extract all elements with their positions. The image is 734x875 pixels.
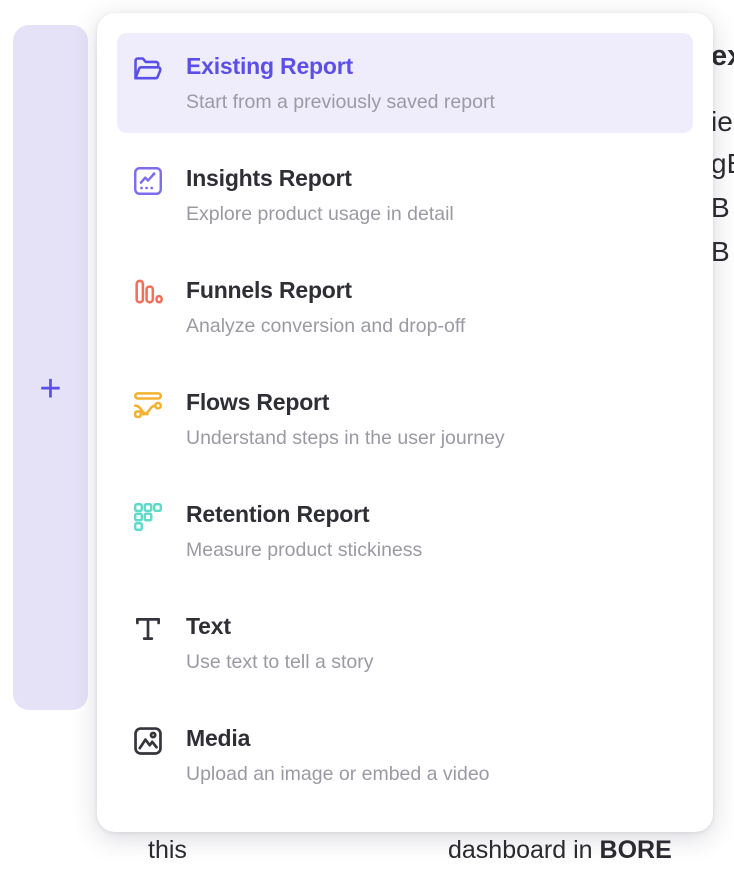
menu-item-label: Existing Report [186,53,353,79]
background-fragment: B [711,192,730,223]
menu-item-label: Retention Report [186,501,370,527]
insights-chart-icon [131,164,165,198]
media-image-icon [131,724,165,758]
menu-item-description: Measure product stickiness [186,539,423,561]
plus-icon: + [39,368,62,410]
board-rail: + [13,25,88,710]
menu-item-text: Flows Report Understand steps in the use… [186,387,677,451]
text-tool-icon [131,612,165,646]
background-fragment: dashboard in BORE [448,836,672,864]
menu-item-text: Insights Report Explore product usage in… [186,163,677,227]
add-content-button[interactable]: + [13,365,88,413]
funnel-bars-icon [131,276,165,310]
menu-item-retention-report[interactable]: Retention Report Measure product stickin… [117,481,693,581]
menu-item-text: Retention Report Measure product stickin… [186,499,677,563]
menu-item-label: Text [186,613,231,639]
menu-item-description: Understand steps in the user journey [186,427,505,449]
add-content-menu: Existing Report Start from a previously … [97,13,713,832]
menu-item-text: Funnels Report Analyze conversion and dr… [186,275,677,339]
menu-item-label: Media [186,725,251,751]
flows-icon [131,388,165,422]
menu-item-description: Explore product usage in detail [186,203,454,225]
background-fragment: B [711,236,730,267]
background-fragment: gB [711,148,734,179]
background-fragment: this [148,836,187,864]
background-fragment: ie [711,106,733,137]
menu-item-description: Analyze conversion and drop-off [186,315,466,337]
retention-grid-icon [131,500,165,534]
menu-item-funnels-report[interactable]: Funnels Report Analyze conversion and dr… [117,257,693,357]
menu-item-media-block[interactable]: Media Upload an image or embed a video [117,705,693,805]
menu-item-description: Start from a previously saved report [186,91,495,113]
menu-item-text: Existing Report Start from a previously … [186,51,677,115]
menu-item-text: Text Use text to tell a story [186,611,677,675]
menu-item-insights-report[interactable]: Insights Report Explore product usage in… [117,145,693,245]
open-folder-icon [131,52,165,86]
menu-item-text: Media Upload an image or embed a video [186,723,677,787]
menu-item-existing-report[interactable]: Existing Report Start from a previously … [117,33,693,133]
menu-item-label: Insights Report [186,165,352,191]
background-text-bottom: this dashboard in BORE [0,835,734,875]
menu-item-text-block[interactable]: Text Use text to tell a story [117,593,693,693]
background-fragment: ex [711,40,734,72]
menu-item-label: Flows Report [186,389,330,415]
menu-item-description: Upload an image or embed a video [186,763,490,785]
menu-item-flows-report[interactable]: Flows Report Understand steps in the use… [117,369,693,469]
menu-item-description: Use text to tell a story [186,651,374,673]
menu-item-label: Funnels Report [186,277,352,303]
